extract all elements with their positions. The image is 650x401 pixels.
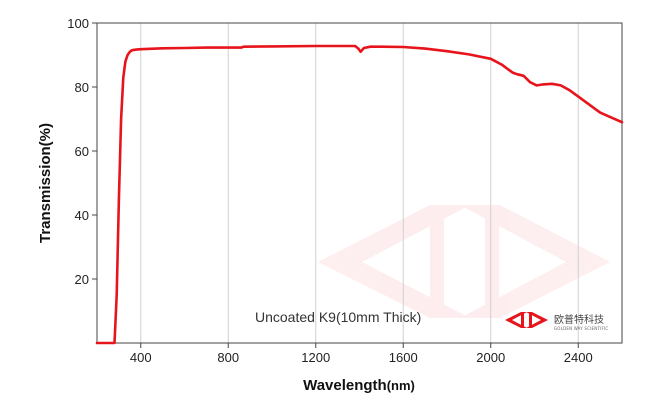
brand-logo: 欧普特科技 GOLDEN WAY SCIENTIFIC: [505, 312, 608, 331]
grid-lines: [140, 23, 579, 343]
y-tick-label: 40: [75, 208, 89, 223]
watermark-logo: [318, 205, 610, 318]
x-tick-label: 400: [130, 350, 152, 365]
y-axis-ticks: 20 40 60 80 100: [67, 16, 97, 287]
x-axis-title-unit: (nm): [387, 378, 415, 393]
plot-frame: [96, 22, 623, 344]
x-tick-label: 2000: [476, 350, 505, 365]
y-tick-label: 100: [67, 16, 89, 31]
x-tick-label: 2400: [564, 350, 593, 365]
x-axis-title-main: Wavelength: [303, 377, 387, 394]
x-axis-title: Wavelength(nm): [303, 377, 415, 394]
y-tick-label: 60: [75, 144, 89, 159]
x-tick-label: 1200: [301, 350, 330, 365]
series-line: [95, 44, 624, 345]
chart-annotation: Uncoated K9(10mm Thick): [255, 309, 421, 325]
brand-name-cn: 欧普特科技: [554, 313, 604, 326]
x-axis-ticks: 400 800 1200 1600 2000 2400: [130, 343, 593, 365]
brand-name-en: GOLDEN WAY SCIENTIFIC: [554, 326, 608, 331]
x-tick-label: 800: [217, 350, 239, 365]
brand-logo-icon: [505, 312, 548, 328]
y-tick-label: 20: [75, 272, 89, 287]
y-tick-label: 80: [75, 80, 89, 95]
y-axis-title: Transmission(%): [37, 123, 54, 243]
x-tick-label: 1600: [389, 350, 418, 365]
